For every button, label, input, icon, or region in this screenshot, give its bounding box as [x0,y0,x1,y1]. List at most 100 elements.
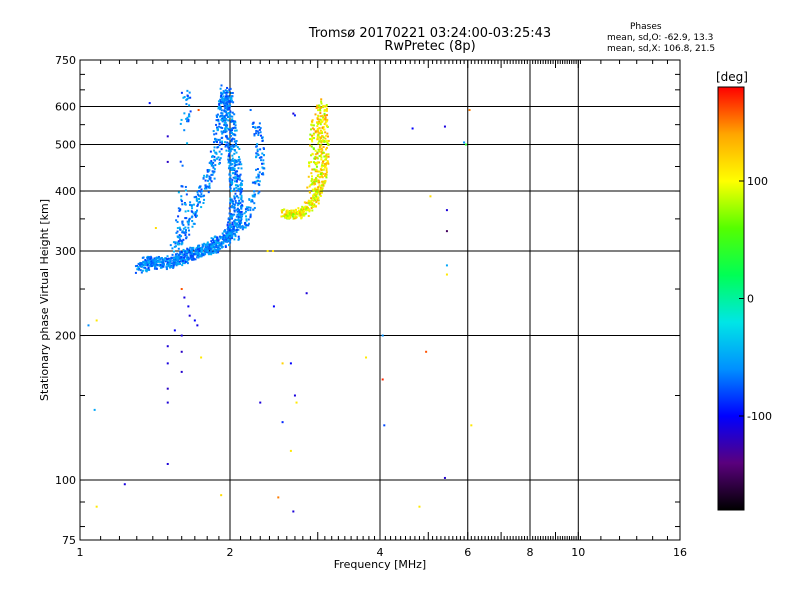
o-mode-point [196,205,199,208]
o-mode-point [253,206,256,209]
o-mode-point [180,256,183,259]
o-mode-point [135,264,138,267]
o-mode-point [147,261,150,264]
x-mode-point [317,109,320,112]
x-mode-point [316,135,319,138]
x-mode-point [323,182,326,185]
o-mode-point [223,118,226,121]
x-mode-point [324,116,327,119]
o-mode-point [251,199,254,202]
x-mode-point [290,209,293,212]
y-tick-label: 600 [55,101,76,114]
o-mode-point [235,160,238,163]
colorbar-unit-label: [deg] [716,70,748,84]
o-mode-point [241,213,244,216]
o-mode-point [230,217,233,220]
x-mode-point [327,162,330,165]
o-mode-point [186,262,189,265]
o-mode-point [228,229,231,232]
o-mode-point [241,188,244,191]
o-mode-point [181,203,184,206]
x-mode-point [284,213,287,216]
x-mode-point [320,115,323,118]
o-mode-point [201,190,204,193]
o-mode-point [162,263,165,266]
x-mode-point [323,140,326,143]
o-mode-point [236,170,239,173]
x-mode-point [314,149,317,152]
colorbar-tick-label: 100 [747,175,768,188]
o-mode-point [204,179,207,182]
o-mode-point [184,185,187,188]
o-mode-point [230,184,233,187]
scattered-point [187,305,190,308]
x-mode-point [318,146,321,149]
o-mode-point [149,263,152,266]
x-mode-point [308,185,311,188]
o-mode-point [146,257,149,260]
o-mode-point [240,215,243,218]
o-mode-point [234,235,237,238]
x-mode-point [319,121,322,124]
o-mode-point [231,226,234,229]
o-mode-point [210,161,213,164]
o-mode-point [180,251,183,254]
o-mode-point [207,191,210,194]
o-mode-point [144,258,147,261]
o-mode-point [240,182,243,185]
o-mode-point [181,253,184,256]
x-mode-point [316,151,319,154]
o-mode-point [231,91,234,94]
o-mode-point [188,257,191,260]
x-mode-point [320,191,323,194]
o-mode-point [234,171,237,174]
o-mode-point [208,182,211,185]
o-mode-point [219,114,222,117]
x-mode-point [311,209,314,212]
o-mode-point [220,112,223,115]
x-mode-point [310,161,313,164]
o-mode-point [216,146,219,149]
o-mode-point [223,100,226,103]
o-mode-point [233,160,236,163]
o-mode-point [201,246,204,249]
o-mode-point [234,140,237,143]
o-mode-point [176,257,179,260]
o-mode-point [230,132,233,135]
x-mode-point [324,158,327,161]
o-mode-point [221,99,224,102]
o-mode-point [230,215,233,218]
o-mode-point [189,246,192,249]
o-mode-point [145,269,148,272]
x-mode-point [325,109,328,112]
x-mode-point [293,211,296,214]
o-mode-point [142,260,145,263]
o-mode-point [236,185,239,188]
o-mode-point [177,191,180,194]
o-mode-point [230,97,233,100]
x-mode-point [311,137,314,140]
o-mode-point [229,236,232,239]
o-mode-point [233,180,236,183]
o-mode-point [188,217,191,220]
o-mode-point [181,259,184,262]
o-mode-point [192,212,195,215]
x-mode-point [310,175,313,178]
o-mode-point [228,244,231,247]
x-axis-label: Frequency [MHz] [334,558,426,571]
o-mode-point [208,184,211,187]
o-mode-point [229,177,232,180]
o-mode-point [182,254,185,257]
o-mode-point [186,89,189,92]
x-mode-point [322,145,325,148]
x-mode-point [294,213,297,216]
x-mode-point [314,177,317,180]
o-mode-point [233,195,236,198]
o-mode-point [185,117,188,120]
o-mode-point [261,137,264,140]
o-mode-point [146,264,149,267]
o-mode-point [226,145,229,148]
o-mode-point [188,91,191,94]
o-mode-point [184,251,187,254]
x-mode-point [301,209,304,212]
